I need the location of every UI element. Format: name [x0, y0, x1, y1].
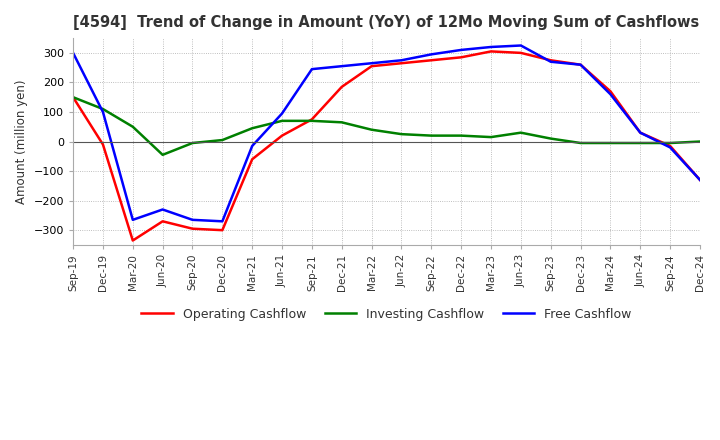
- Operating Cashflow: [188, 226, 197, 231]
- Investing Cashflow: [606, 140, 615, 146]
- Operating Cashflow: [457, 55, 466, 60]
- Investing Cashflow: [427, 133, 436, 138]
- Operating Cashflow: [397, 61, 406, 66]
- Free Cashflow: [427, 52, 436, 57]
- Investing Cashflow: [457, 133, 466, 138]
- Free Cashflow: [636, 130, 644, 136]
- Y-axis label: Amount (million yen): Amount (million yen): [15, 79, 28, 204]
- Free Cashflow: [487, 44, 495, 50]
- Operating Cashflow: [636, 130, 644, 136]
- Free Cashflow: [278, 111, 287, 116]
- Investing Cashflow: [696, 139, 704, 144]
- Operating Cashflow: [278, 133, 287, 138]
- Line: Free Cashflow: Free Cashflow: [73, 45, 700, 221]
- Free Cashflow: [397, 58, 406, 63]
- Investing Cashflow: [218, 137, 227, 143]
- Investing Cashflow: [636, 140, 644, 146]
- Investing Cashflow: [546, 136, 555, 141]
- Operating Cashflow: [367, 63, 376, 69]
- Investing Cashflow: [516, 130, 525, 136]
- Operating Cashflow: [606, 88, 615, 94]
- Investing Cashflow: [367, 127, 376, 132]
- Free Cashflow: [666, 145, 675, 150]
- Investing Cashflow: [188, 140, 197, 146]
- Free Cashflow: [546, 59, 555, 64]
- Free Cashflow: [457, 47, 466, 52]
- Operating Cashflow: [427, 58, 436, 63]
- Investing Cashflow: [487, 135, 495, 140]
- Operating Cashflow: [158, 219, 167, 224]
- Free Cashflow: [128, 217, 137, 223]
- Title: [4594]  Trend of Change in Amount (YoY) of 12Mo Moving Sum of Cashflows: [4594] Trend of Change in Amount (YoY) o…: [73, 15, 700, 30]
- Investing Cashflow: [99, 106, 107, 112]
- Investing Cashflow: [128, 124, 137, 129]
- Line: Operating Cashflow: Operating Cashflow: [73, 51, 700, 241]
- Free Cashflow: [606, 92, 615, 97]
- Free Cashflow: [576, 62, 585, 67]
- Investing Cashflow: [576, 140, 585, 146]
- Operating Cashflow: [487, 49, 495, 54]
- Investing Cashflow: [338, 120, 346, 125]
- Operating Cashflow: [128, 238, 137, 243]
- Operating Cashflow: [248, 157, 256, 162]
- Free Cashflow: [307, 66, 316, 72]
- Free Cashflow: [696, 177, 704, 183]
- Operating Cashflow: [307, 117, 316, 122]
- Investing Cashflow: [69, 95, 78, 100]
- Investing Cashflow: [278, 118, 287, 124]
- Investing Cashflow: [666, 140, 675, 146]
- Investing Cashflow: [158, 152, 167, 158]
- Free Cashflow: [158, 207, 167, 212]
- Free Cashflow: [516, 43, 525, 48]
- Operating Cashflow: [516, 50, 525, 55]
- Operating Cashflow: [666, 143, 675, 149]
- Free Cashflow: [218, 219, 227, 224]
- Line: Investing Cashflow: Investing Cashflow: [73, 97, 700, 155]
- Operating Cashflow: [576, 62, 585, 67]
- Operating Cashflow: [338, 84, 346, 89]
- Investing Cashflow: [397, 132, 406, 137]
- Free Cashflow: [338, 63, 346, 69]
- Operating Cashflow: [696, 177, 704, 183]
- Free Cashflow: [99, 110, 107, 115]
- Investing Cashflow: [248, 125, 256, 131]
- Operating Cashflow: [99, 142, 107, 147]
- Operating Cashflow: [218, 227, 227, 233]
- Operating Cashflow: [546, 58, 555, 63]
- Free Cashflow: [367, 61, 376, 66]
- Operating Cashflow: [69, 95, 78, 100]
- Free Cashflow: [69, 50, 78, 55]
- Legend: Operating Cashflow, Investing Cashflow, Free Cashflow: Operating Cashflow, Investing Cashflow, …: [137, 303, 636, 326]
- Investing Cashflow: [307, 118, 316, 124]
- Free Cashflow: [188, 217, 197, 223]
- Free Cashflow: [248, 143, 256, 149]
